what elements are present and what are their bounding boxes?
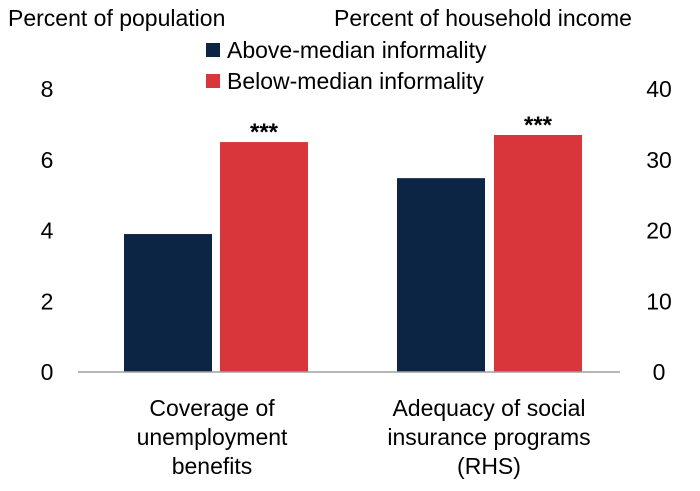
- category-label-line: insurance programs: [387, 424, 590, 450]
- legend-swatch-below: [206, 74, 220, 88]
- significance-annotations: *** ***: [250, 112, 553, 146]
- left-tick-label: 4: [41, 218, 54, 244]
- left-tick-label: 6: [41, 147, 54, 173]
- right-tick-label: 0: [653, 359, 666, 385]
- legend: Above-median informality Below-median in…: [206, 37, 487, 94]
- right-axis-ticks: 0 10 20 30 40: [646, 76, 672, 385]
- right-axis-title: Percent of household income: [334, 5, 632, 31]
- left-tick-label: 0: [41, 359, 54, 385]
- category-label-line: unemployment: [137, 424, 288, 450]
- right-tick-label: 30: [646, 147, 672, 173]
- bar-below-cat2: [494, 134, 582, 372]
- category-label-line: benefits: [172, 453, 253, 479]
- legend-label-below: Below-median informality: [227, 68, 484, 94]
- bars: [124, 134, 582, 372]
- bar-above-cat1: [124, 234, 212, 372]
- legend-swatch-above: [206, 43, 220, 57]
- left-tick-label: 8: [41, 76, 54, 102]
- category-label-line: (RHS): [457, 453, 521, 479]
- category-labels: Coverage of unemployment benefits Adequacy …: [137, 395, 591, 479]
- bar-above-cat2: [397, 178, 485, 372]
- right-tick-label: 10: [646, 288, 672, 314]
- right-tick-label: 20: [646, 218, 672, 244]
- category-label-line: Adequacy of social: [392, 395, 585, 421]
- left-axis-ticks: 0 2 4 6 8: [41, 76, 54, 385]
- significance-marker: ***: [524, 112, 553, 139]
- left-axis-title: Percent of population: [8, 5, 225, 31]
- bar-below-cat1: [220, 142, 308, 372]
- left-tick-label: 2: [41, 288, 54, 314]
- category-label-line: Coverage of: [149, 395, 275, 421]
- significance-marker: ***: [250, 119, 279, 146]
- right-tick-label: 40: [646, 76, 672, 102]
- legend-label-above: Above-median informality: [227, 37, 487, 63]
